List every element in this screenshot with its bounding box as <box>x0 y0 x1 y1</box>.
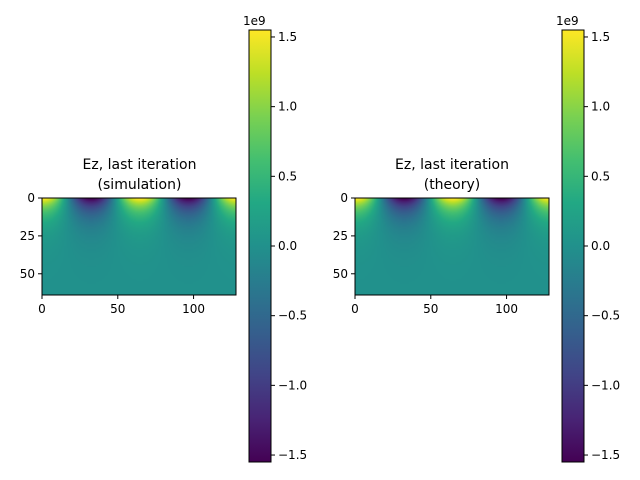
colorbar-tick-label: −1.5 <box>278 448 307 462</box>
axes: 0 50 100 0 25 50 <box>333 191 518 316</box>
colorbar-tick-label: −1.5 <box>591 448 620 462</box>
colorbar-exponent-label: 1e9 <box>243 14 266 28</box>
x-tick-label: 0 <box>38 302 46 316</box>
colorbar-gradient <box>249 30 271 462</box>
chart-title-line1: Ez, last iteration <box>395 157 509 173</box>
plot-frame <box>41 197 237 296</box>
heatmap-raster <box>355 198 549 295</box>
colorbar-tick-label: 0.5 <box>278 169 297 183</box>
colorbar-tick-label: −1.0 <box>591 378 620 392</box>
heatmap-raster <box>42 198 236 295</box>
colorbar: 1e9 1.5 1.0 0.5 0.0 −0.5 −1.0 −1.5 <box>243 14 307 463</box>
colorbar-tick-label: 0.5 <box>591 169 610 183</box>
heatmap-image <box>42 198 236 295</box>
y-tick-label: 0 <box>27 191 35 205</box>
colorbar-tick-label: 0.0 <box>278 239 297 253</box>
chart-title-line1: Ez, last iteration <box>83 157 197 173</box>
colorbar-exponent-label: 1e9 <box>556 14 579 28</box>
colorbar-tick-label: 1.5 <box>278 30 297 44</box>
colorbar-tick-label: 1.0 <box>278 100 297 114</box>
panel-simulation: Ez, last iteration (simulation) 0 50 100 0 2… <box>20 14 307 463</box>
colorbar: 1e9 1.5 1.0 0.5 0.0 −0.5 −1.0 −1.5 <box>556 14 620 463</box>
colorbar-tick-label: −1.0 <box>278 378 307 392</box>
colorbar-tick-label: 0.0 <box>591 239 610 253</box>
y-tick-label: 0 <box>340 191 348 205</box>
plot-frame <box>354 197 550 296</box>
y-tick-label: 50 <box>333 267 348 281</box>
axes: 0 50 100 0 25 50 <box>20 191 205 316</box>
colorbar-ticks: 1.5 1.0 0.5 0.0 −0.5 −1.0 −1.5 <box>271 30 307 462</box>
colorbar-ticks: 1.5 1.0 0.5 0.0 −0.5 −1.0 −1.5 <box>584 30 620 462</box>
y-tick-label: 50 <box>20 267 35 281</box>
y-tick-label: 25 <box>20 229 35 243</box>
colorbar-gradient <box>562 30 584 462</box>
chart-title-line2: (theory) <box>424 177 481 193</box>
chart-title-line2: (simulation) <box>98 177 182 193</box>
x-tick-label: 100 <box>182 302 205 316</box>
x-tick-label: 50 <box>110 302 125 316</box>
colorbar-tick-label: 1.5 <box>591 30 610 44</box>
colorbar-tick-label: −0.5 <box>591 309 620 323</box>
x-tick-label: 100 <box>495 302 518 316</box>
x-tick-label: 50 <box>423 302 438 316</box>
y-tick-label: 25 <box>333 229 348 243</box>
x-tick-label: 0 <box>351 302 359 316</box>
colorbar-tick-label: −0.5 <box>278 309 307 323</box>
heatmap-image <box>355 198 549 295</box>
colorbar-tick-label: 1.0 <box>591 100 610 114</box>
panel-theory: Ez, last iteration (theory) 0 50 10002550 … <box>333 14 620 463</box>
